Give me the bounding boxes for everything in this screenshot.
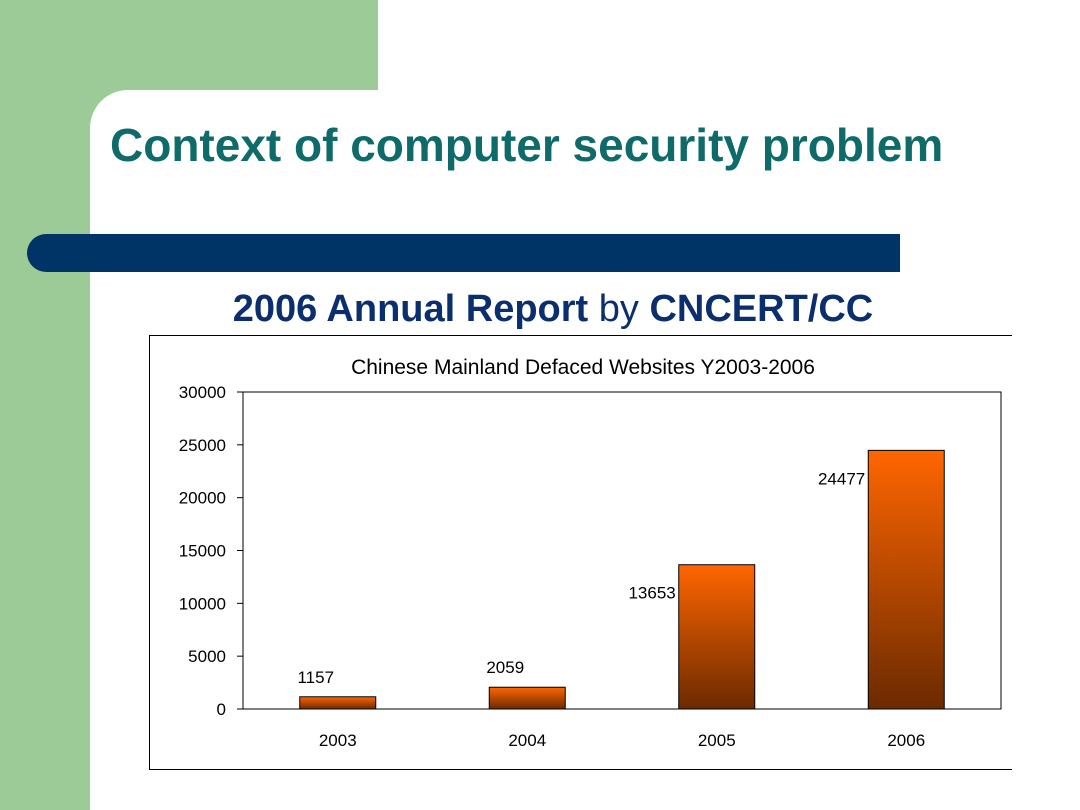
accent-strip [0,0,90,810]
bar-2004 [488,686,566,710]
chart-frame: Chinese Mainland Defaced Websites Y2003-… [149,335,1012,770]
y-tick-label: 0 [217,700,226,719]
y-tick-label: 15000 [179,542,226,561]
x-tick-label: 2003 [319,731,357,750]
slide-subtitle: 2006 Annual Report by CNCERT/CC [0,288,1080,331]
subtitle-report-name: 2006 Annual Report [232,288,589,330]
x-tick-label: 2006 [887,731,925,750]
y-tick-label: 30000 [179,383,226,402]
x-tick-label: 2005 [698,731,736,750]
subtitle-connector: by [588,288,650,330]
bar-chart: Chinese Mainland Defaced Websites Y2003-… [179,356,1002,750]
title-underline-bar [27,234,900,272]
data-label: 1157 [297,668,334,687]
bar-2006 [867,449,945,710]
y-tick-label: 20000 [179,489,226,508]
chart-title: Chinese Mainland Defaced Websites Y2003-… [351,356,815,379]
slide-title: Context of computer security problem [110,119,944,171]
y-tick-label: 10000 [179,594,226,613]
y-tick-label: 5000 [188,647,226,666]
data-label: 2059 [486,658,524,677]
x-tick-label: 2004 [508,731,546,750]
data-label: 13653 [628,584,675,603]
y-tick-label: 25000 [179,436,226,455]
bar-2003 [299,696,377,710]
subtitle-organization: CNCERT/CC [649,288,874,330]
bar-2005 [678,564,756,710]
data-label: 24477 [818,469,865,488]
